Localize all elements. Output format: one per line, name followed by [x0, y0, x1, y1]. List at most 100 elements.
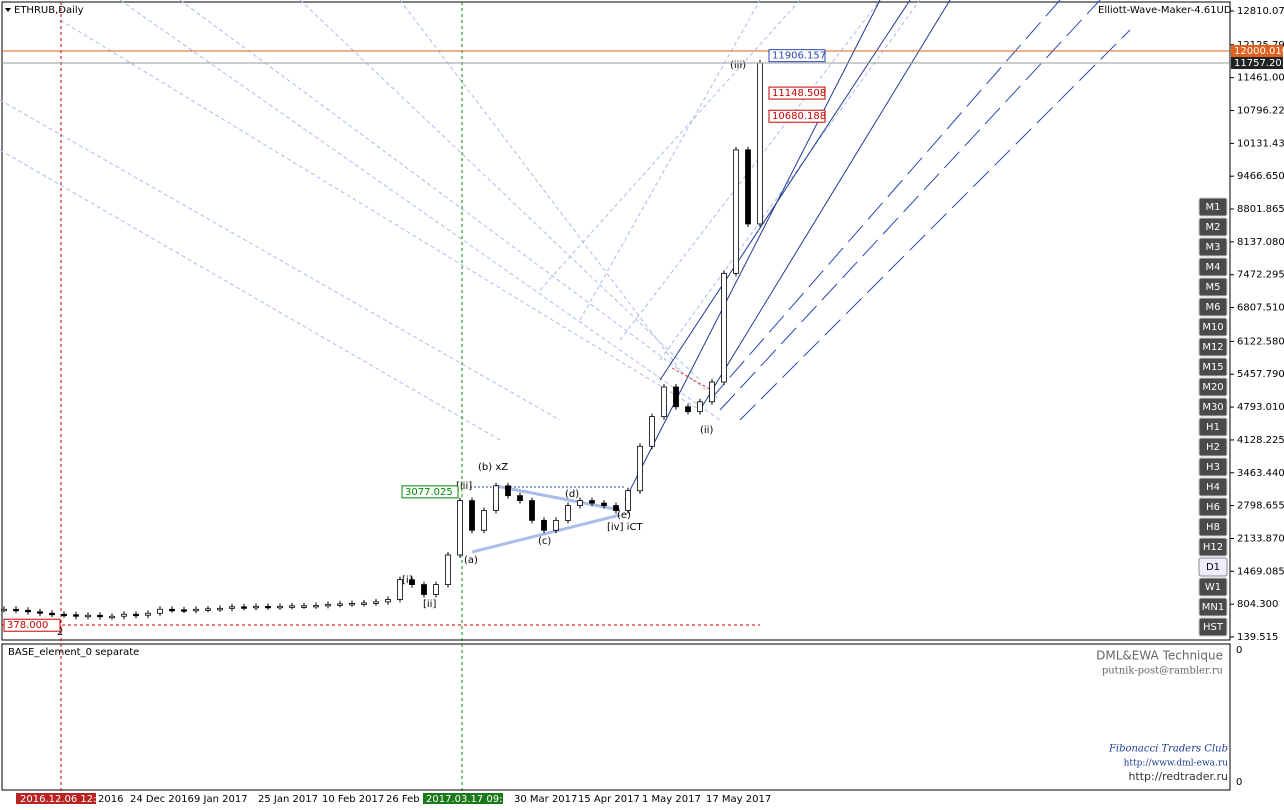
button-bg[interactable]: [1198, 437, 1228, 457]
timeframe-button[interactable]: H6: [1198, 497, 1228, 517]
candle: [217, 607, 223, 611]
button-label[interactable]: M10: [1202, 322, 1223, 333]
button-label[interactable]: H1: [1206, 422, 1220, 433]
price-label: 10131.435: [1237, 138, 1284, 149]
candle: [445, 554, 451, 586]
timeframe-button[interactable]: M12: [1198, 337, 1228, 357]
candle: [397, 579, 403, 600]
timeframe-button[interactable]: M15: [1198, 357, 1228, 377]
button-label[interactable]: H3: [1206, 462, 1220, 473]
brand: DML&EWA Technique: [1096, 649, 1223, 663]
button-bg[interactable]: [1198, 317, 1228, 337]
button-bg[interactable]: [1198, 357, 1228, 377]
price-label: 6807.510: [1237, 303, 1284, 314]
button-bg[interactable]: [1198, 537, 1228, 557]
button-label[interactable]: W1: [1205, 582, 1221, 593]
timeframe-button[interactable]: MN1: [1198, 597, 1228, 617]
timeframe-button[interactable]: M20: [1198, 377, 1228, 397]
button-label[interactable]: H4: [1206, 482, 1220, 493]
button-bg[interactable]: [1198, 457, 1228, 477]
level-box: [768, 109, 826, 123]
button-label[interactable]: H6: [1206, 502, 1220, 513]
candle: [241, 606, 247, 609]
button-label[interactable]: D1: [1206, 562, 1220, 573]
timeframe-button[interactable]: M6: [1198, 297, 1228, 317]
button-label[interactable]: M6: [1206, 302, 1221, 313]
price-box: [1231, 45, 1283, 58]
timeframe-button[interactable]: H1: [1198, 417, 1228, 437]
candle: [61, 613, 67, 617]
button-bg[interactable]: [1198, 397, 1228, 417]
candle: [385, 599, 391, 603]
price-box: [1231, 57, 1283, 70]
candle: [565, 505, 571, 521]
timeframe-button[interactable]: HST: [1198, 617, 1228, 637]
date-label: 24 Dec 2016: [130, 794, 194, 805]
button-bg[interactable]: [1198, 277, 1228, 297]
timeframe-button[interactable]: W1: [1198, 577, 1228, 597]
wave-label: (b) xZ: [478, 462, 508, 473]
button-label[interactable]: M30: [1202, 402, 1223, 413]
candle: [169, 608, 175, 612]
timeframe-button[interactable]: M2: [1198, 217, 1228, 237]
button-label[interactable]: M5: [1206, 282, 1221, 293]
button-bg[interactable]: [1198, 517, 1228, 537]
button-bg[interactable]: [1198, 337, 1228, 357]
timeframe-button[interactable]: M1: [1198, 197, 1228, 217]
button-bg[interactable]: [1198, 417, 1228, 437]
button-bg[interactable]: [1198, 577, 1228, 597]
candle: [337, 603, 343, 606]
button-label[interactable]: H12: [1203, 542, 1223, 553]
timeframe-button[interactable]: D1: [1198, 557, 1228, 577]
timeframe-button[interactable]: M4: [1198, 257, 1228, 277]
timeframe-button[interactable]: M5: [1198, 277, 1228, 297]
candle: [301, 605, 307, 608]
sub-axis-label: 0: [1236, 645, 1242, 656]
button-bg[interactable]: [1198, 257, 1228, 277]
timeframe-button[interactable]: H4: [1198, 477, 1228, 497]
button-label[interactable]: M12: [1202, 342, 1223, 353]
level-label: 11906.157: [772, 51, 826, 62]
button-bg[interactable]: [1198, 557, 1228, 577]
button-label[interactable]: MN1: [1202, 602, 1224, 613]
timeframe-button[interactable]: H3: [1198, 457, 1228, 477]
timeframe-button[interactable]: H2: [1198, 437, 1228, 457]
club: Fibonacci Traders Club: [1108, 744, 1228, 755]
button-bg[interactable]: [1198, 217, 1228, 237]
timeframe-button[interactable]: H8: [1198, 517, 1228, 537]
button-label[interactable]: M3: [1206, 242, 1221, 253]
button-label[interactable]: M15: [1202, 362, 1223, 373]
fib-fan: [0, 0, 921, 441]
button-label[interactable]: HST: [1203, 622, 1224, 633]
button-bg[interactable]: [1198, 297, 1228, 317]
button-label[interactable]: H8: [1206, 522, 1220, 533]
candle: [289, 605, 295, 608]
candle: [145, 612, 151, 616]
candles: [1, 60, 763, 620]
projection: [709, 0, 1131, 421]
wave-label: (d): [565, 489, 579, 500]
button-bg[interactable]: [1198, 617, 1228, 637]
candle: [421, 584, 427, 595]
candle: [361, 602, 367, 605]
button-label[interactable]: M2: [1206, 222, 1221, 233]
button-bg[interactable]: [1198, 597, 1228, 617]
button-label[interactable]: M4: [1206, 262, 1221, 273]
button-label[interactable]: M20: [1202, 382, 1223, 393]
price-label: 11461.000: [1237, 73, 1284, 84]
button-bg[interactable]: [1198, 497, 1228, 517]
timeframe-button[interactable]: H12: [1198, 537, 1228, 557]
candle: [253, 605, 259, 609]
button-label[interactable]: M1: [1206, 202, 1221, 213]
button-bg[interactable]: [1198, 197, 1228, 217]
candle: [577, 500, 583, 506]
level-label: 10680.188: [772, 111, 826, 122]
button-bg[interactable]: [1198, 237, 1228, 257]
timeframe-button[interactable]: M30: [1198, 397, 1228, 417]
timeframe-button[interactable]: M10: [1198, 317, 1228, 337]
button-bg[interactable]: [1198, 477, 1228, 497]
timeframe-button[interactable]: M3: [1198, 237, 1228, 257]
button-bg[interactable]: [1198, 377, 1228, 397]
button-label[interactable]: H2: [1206, 442, 1220, 453]
